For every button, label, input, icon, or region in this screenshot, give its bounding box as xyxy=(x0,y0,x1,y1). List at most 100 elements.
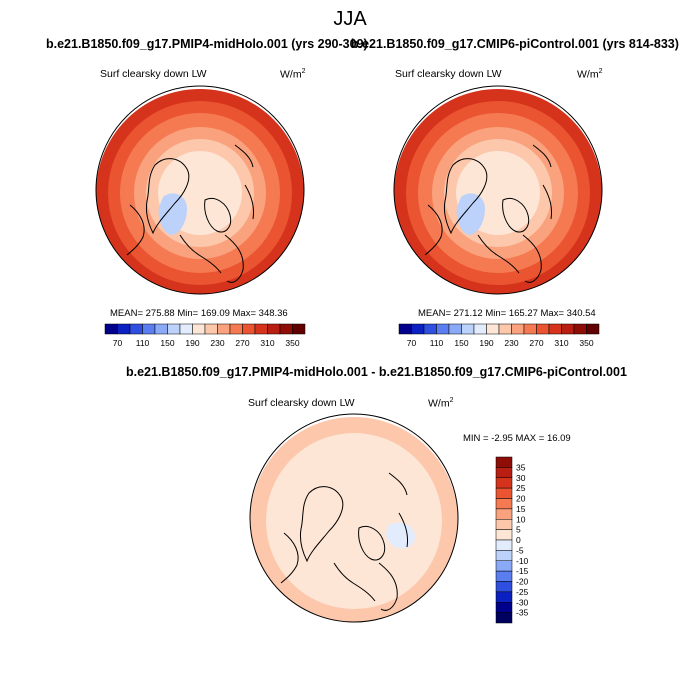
diff-colorbar-swatch-2 xyxy=(495,477,513,489)
diff-panel-title: b.e21.B1850.f09_g17.PMIP4-midHolo.001 - … xyxy=(126,365,627,379)
left-colorbar-swatch-5 xyxy=(167,323,181,335)
left-colorbar-swatch-4 xyxy=(154,323,168,335)
right-variable-label: Surf clearsky down LW xyxy=(395,68,502,80)
left-map-coastline-1 xyxy=(204,198,232,233)
diff-map-coastline-3 xyxy=(280,532,299,584)
left-colorbar-swatch-9 xyxy=(217,323,231,335)
diff-colorbar-swatch-9 xyxy=(495,550,513,561)
diff-colorbar-swatch-10 xyxy=(495,560,513,572)
left-colorbar-swatch-11 xyxy=(242,323,256,335)
right-colorbar-swatch-7 xyxy=(486,323,500,335)
left-map-coastline-5 xyxy=(244,184,254,220)
diff-map-coastline-5 xyxy=(398,512,408,548)
right-unit-label: W/m2 xyxy=(577,68,603,81)
right-colorbar-tick-label: 150 xyxy=(454,338,468,348)
diff-colorbar-tick-label: 0 xyxy=(516,535,521,545)
right-colorbar: 70 110 150 190 230 270 310 350 xyxy=(398,323,600,348)
left-colorbar-swatch-14 xyxy=(279,323,293,335)
left-variable-label: Surf clearsky down LW xyxy=(100,68,207,80)
diff-variable-label: Surf clearsky down LW xyxy=(248,397,355,409)
diff-map-map-border xyxy=(249,413,459,623)
right-colorbar-swatch-14 xyxy=(573,323,587,335)
right-map-coastline-5 xyxy=(542,184,552,220)
left-colorbar-tick-label: 230 xyxy=(210,338,224,348)
left-panel-title: b.e21.B1850.f09_g17.PMIP4-midHolo.001 (y… xyxy=(46,37,368,51)
right-map-coastline-1 xyxy=(502,198,530,233)
diff-map-coastline-2 xyxy=(378,562,398,611)
right-map-anomaly-region xyxy=(456,193,485,235)
left-map-map-border xyxy=(95,85,305,295)
diff-colorbar-tick-label: -20 xyxy=(516,577,529,587)
right-colorbar-tick-label: 350 xyxy=(579,338,593,348)
left-colorbar: 70 110 150 190 230 270 310 350 xyxy=(104,323,306,348)
diff-colorbar-tick-label: 25 xyxy=(516,483,526,493)
left-colorbar-swatch-8 xyxy=(204,323,218,335)
right-colorbar-swatch-8 xyxy=(498,323,512,335)
right-map-coastline-4 xyxy=(532,144,552,168)
left-colorbar-tick-label: 190 xyxy=(185,338,199,348)
right-colorbar-tick-label: 230 xyxy=(504,338,518,348)
diff-colorbar-tick-label: 15 xyxy=(516,504,526,514)
diff-map-coastline-0 xyxy=(300,486,344,563)
right-map-map-border xyxy=(393,85,603,295)
diff-colorbar-swatch-1 xyxy=(495,467,513,478)
right-colorbar-tick-label: 190 xyxy=(479,338,493,348)
right-colorbar-swatch-0 xyxy=(398,323,412,335)
diff-polar-map xyxy=(249,413,459,623)
right-stats: MEAN= 271.12 Min= 165.27 Max= 340.54 xyxy=(418,308,596,319)
left-colorbar-tick-label: 110 xyxy=(136,338,150,348)
diff-colorbar-tick-label: 5 xyxy=(516,525,521,535)
left-colorbar-swatch-13 xyxy=(267,323,281,335)
left-map-coastline-3 xyxy=(126,204,145,256)
diff-map-coastline-1 xyxy=(358,526,386,561)
diff-colorbar-swatch-12 xyxy=(495,581,513,593)
diff-colorbar-swatch-0 xyxy=(495,456,513,468)
diff-colorbar-swatch-5 xyxy=(495,508,513,520)
left-colorbar-tick-label: 350 xyxy=(285,338,299,348)
right-colorbar-swatch-6 xyxy=(473,323,487,335)
left-colorbar-tick-label: 150 xyxy=(160,338,174,348)
diff-map-coastline-4 xyxy=(388,472,408,496)
left-colorbar-tick-label: 270 xyxy=(235,338,249,348)
right-colorbar-tick-label: 70 xyxy=(407,338,417,348)
right-map-coastline-6 xyxy=(477,234,520,274)
left-colorbar-swatch-12 xyxy=(254,323,268,335)
right-colorbar-swatch-2 xyxy=(423,323,437,335)
diff-colorbar-tick-label: -30 xyxy=(516,597,529,607)
diff-map-coastline-6 xyxy=(333,562,376,602)
diff-colorbar-tick-label: -5 xyxy=(516,545,524,555)
right-colorbar-swatch-11 xyxy=(536,323,550,335)
diff-stats: MIN = -2.95 MAX = 16.09 xyxy=(463,433,571,444)
left-colorbar-tick-label: 310 xyxy=(260,338,274,348)
figure-title: JJA xyxy=(333,8,367,30)
right-map-coastline-3 xyxy=(424,204,443,256)
diff-colorbar-tick-label: -35 xyxy=(516,608,529,618)
left-colorbar-swatch-10 xyxy=(229,323,243,335)
right-colorbar-swatch-13 xyxy=(561,323,575,335)
diff-colorbar-swatch-6 xyxy=(495,519,513,530)
left-colorbar-tick-label: 70 xyxy=(113,338,123,348)
left-colorbar-swatch-15 xyxy=(292,323,306,335)
diff-unit-label: W/m2 xyxy=(428,397,454,410)
left-colorbar-swatch-3 xyxy=(142,323,156,335)
left-map-coastline-0 xyxy=(146,158,190,235)
diff-colorbar-tick-label: -15 xyxy=(516,566,529,576)
left-map-anomaly-region xyxy=(158,193,187,235)
right-colorbar-swatch-15 xyxy=(586,323,600,335)
left-unit-label: W/m2 xyxy=(280,68,306,81)
left-polar-map xyxy=(95,85,305,295)
right-colorbar-swatch-1 xyxy=(411,323,425,335)
diff-colorbar-tick-label: 10 xyxy=(516,514,526,524)
right-colorbar-tick-label: 110 xyxy=(430,338,444,348)
right-panel-title: b.e21.B1850.f09_g17.CMIP6-piControl.001 … xyxy=(351,37,679,51)
left-colorbar-swatch-6 xyxy=(179,323,193,335)
diff-colorbar-swatch-8 xyxy=(495,539,513,551)
right-map-coastline-0 xyxy=(444,158,488,235)
diff-colorbar-swatch-3 xyxy=(495,487,513,499)
diff-colorbar-swatch-7 xyxy=(495,529,513,541)
diff-colorbar-tick-label: 35 xyxy=(516,462,526,472)
diff-colorbar-swatch-13 xyxy=(495,591,513,603)
diff-colorbar-tick-label: -25 xyxy=(516,587,529,597)
left-stats: MEAN= 275.88 Min= 169.09 Max= 348.36 xyxy=(110,308,288,319)
